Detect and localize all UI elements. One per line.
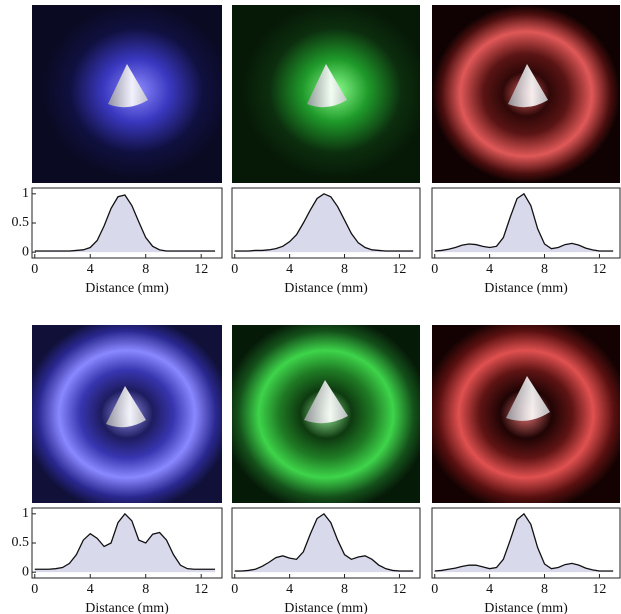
x-tick-label: 4 <box>286 582 293 597</box>
x-axis-label: Distance (mm) <box>284 601 368 614</box>
y-tick-label: 0 <box>22 244 29 259</box>
x-axis-label: Distance (mm) <box>484 601 568 614</box>
cone <box>506 376 550 421</box>
y-tick-label: 1 <box>22 506 29 521</box>
x-tick-label: 0 <box>31 262 38 277</box>
plot-frame <box>431 507 621 579</box>
line <box>234 193 414 252</box>
x-tick-label: 8 <box>142 582 149 597</box>
line <box>434 512 614 572</box>
x-tick-label: 0 <box>431 582 438 597</box>
cone <box>108 64 148 108</box>
x-tick-label: 12 <box>592 262 606 277</box>
x-tick-label: 4 <box>486 262 493 277</box>
area-fill <box>234 513 414 573</box>
line <box>434 192 614 252</box>
x-axis-label: Distance (mm) <box>85 281 169 296</box>
x-tick-label: 8 <box>142 262 149 277</box>
area-fill <box>234 193 414 253</box>
line <box>34 194 216 252</box>
area-fill <box>34 513 216 573</box>
plot-frame <box>231 187 421 259</box>
y-tick-label: 0.5 <box>12 535 30 550</box>
line <box>234 512 414 572</box>
line <box>34 512 216 570</box>
y-tick-label: 0.5 <box>12 215 30 230</box>
x-axis-label: Distance (mm) <box>85 601 169 614</box>
x-tick-label: 8 <box>541 262 548 277</box>
x-axis-label: Distance (mm) <box>484 281 568 296</box>
x-tick-label: 12 <box>392 582 406 597</box>
y-tick-label: 0 <box>22 564 29 579</box>
x-tick-label: 0 <box>431 262 438 277</box>
x-tick-label: 8 <box>341 582 348 597</box>
cone <box>106 386 146 428</box>
x-tick-label: 12 <box>392 262 406 277</box>
x-tick-label: 12 <box>194 582 208 597</box>
cone <box>304 380 348 424</box>
x-tick-label: 4 <box>87 262 94 277</box>
x-tick-label: 4 <box>486 582 493 597</box>
x-tick-label: 0 <box>231 582 238 597</box>
plot-frame <box>431 187 621 259</box>
area-fill <box>434 193 614 253</box>
x-tick-label: 8 <box>341 262 348 277</box>
area-fill <box>434 513 614 573</box>
x-tick-label: 12 <box>194 262 208 277</box>
x-tick-label: 8 <box>541 582 548 597</box>
images <box>32 5 620 503</box>
y-tick-label: 1 <box>22 186 29 201</box>
cone <box>508 64 548 108</box>
x-axis-label: Distance (mm) <box>284 281 368 296</box>
x-tick-label: 0 <box>31 582 38 597</box>
x-tick-label: 12 <box>592 582 606 597</box>
x-tick-label: 4 <box>286 262 293 277</box>
x-tick-label: 4 <box>87 582 94 597</box>
area-fill <box>34 195 216 253</box>
cone <box>307 64 347 108</box>
plot-frame <box>231 507 421 579</box>
x-tick-label: 0 <box>231 262 238 277</box>
